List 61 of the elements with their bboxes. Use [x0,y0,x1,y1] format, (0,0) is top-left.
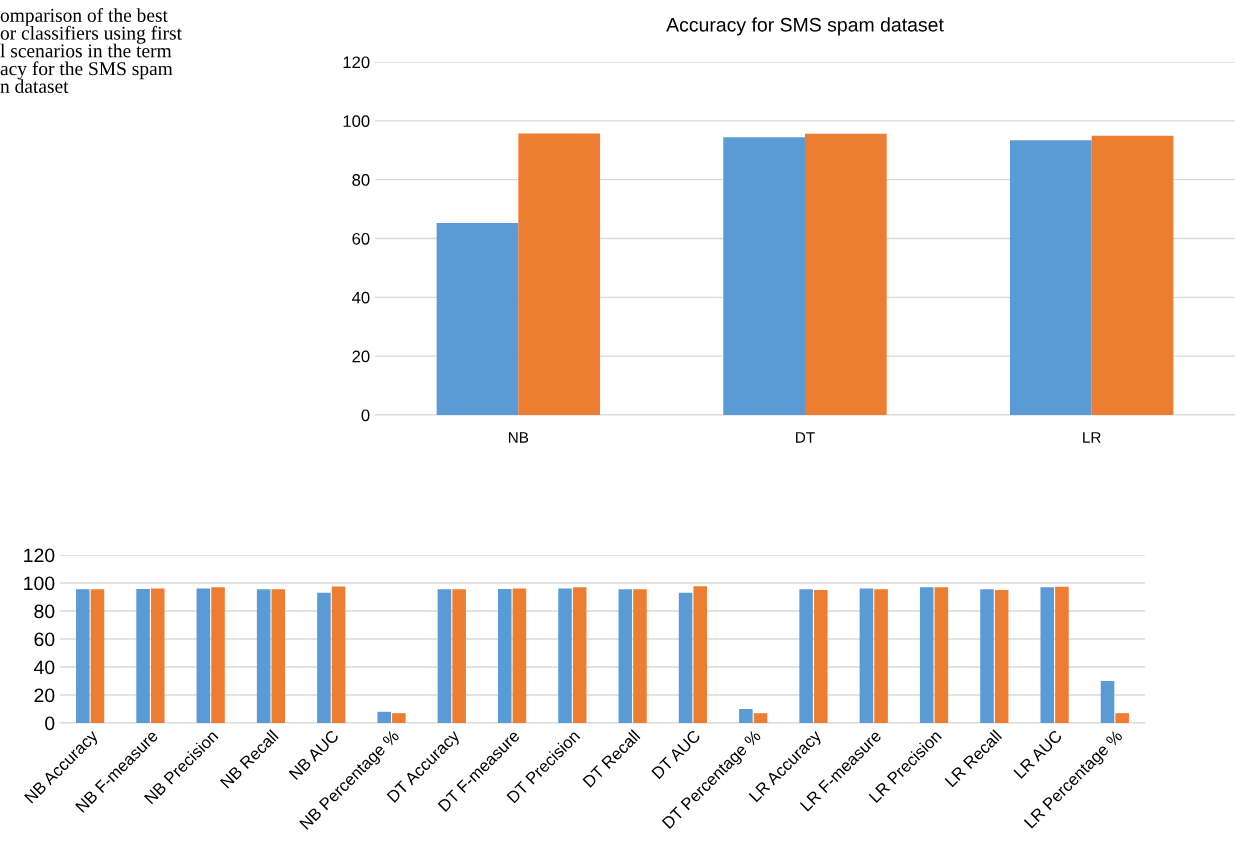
y-tick-label: 100 [343,115,370,128]
y-tick-label: 120 [24,548,55,563]
bar [1100,681,1115,723]
bar [256,589,271,723]
text: omparison of the best or classifiers using first l scenarios in the term acy for the SMS spam n dataset [0,8,182,93]
bar [739,709,753,723]
bar [558,588,572,723]
y-tick-label: 120 [343,56,370,69]
y-tick-label: 40 [33,660,55,675]
bar [331,586,346,723]
bar [317,592,331,723]
bar [452,589,466,723]
bar [814,590,828,723]
y-tick-label: 20 [352,350,370,363]
bar [497,589,512,723]
bar [150,588,165,723]
bar [136,589,150,723]
chart-title: Accuracy for SMS spam dataset [666,17,944,36]
bar [934,587,949,723]
bar [518,133,601,415]
bar [678,592,693,723]
bar [859,588,874,723]
bar [693,586,708,723]
bar [799,589,813,723]
y-tick-label: 60 [352,232,370,245]
bar [618,589,633,723]
y-tick-label: 100 [24,576,55,591]
bar [805,133,887,415]
bar [90,589,105,723]
bar [994,590,1009,723]
bar [211,587,225,723]
x-tick-label: LR [1083,432,1101,443]
bar [874,589,888,723]
y-tick-label: 80 [352,174,370,186]
bar [436,222,519,415]
bar [1115,713,1129,723]
bar [723,137,805,415]
bar [271,589,286,723]
y-tick-label: 0 [361,409,370,422]
bar [572,587,587,723]
bar [437,589,452,723]
bar [980,589,994,723]
x-tick-label: NB [508,432,529,443]
y-tick-label: 80 [34,604,55,619]
bar [1091,135,1174,415]
bar [753,713,768,723]
bar [76,589,90,723]
y-tick-label: 0 [45,716,55,731]
bar [633,589,647,723]
bar [1040,587,1055,723]
bar [512,588,527,723]
bar [377,711,391,723]
bar [196,588,211,723]
y-tick-label: 60 [34,632,55,647]
y-tick-label: 20 [34,688,55,703]
bar [392,713,406,723]
bar [1055,586,1069,723]
y-tick-label: 40 [351,291,370,304]
bar [1009,140,1092,415]
x-tick-label: DT [796,432,815,443]
bar [919,587,934,723]
